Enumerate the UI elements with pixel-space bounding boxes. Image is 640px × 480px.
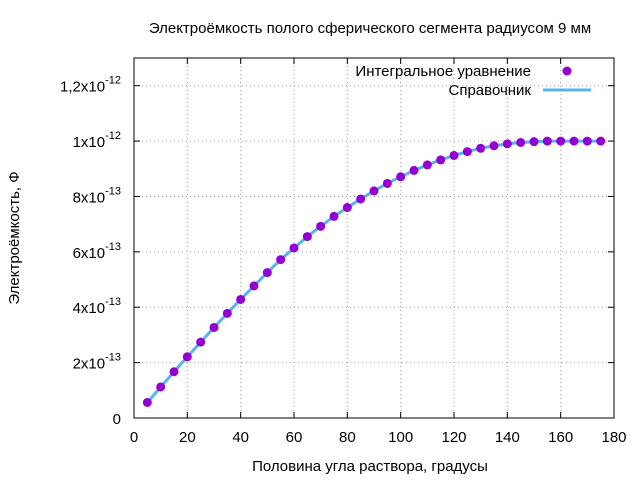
data-point [436, 155, 446, 165]
data-point [476, 143, 486, 153]
data-point [276, 255, 286, 265]
data-point [369, 186, 379, 196]
y-tick-exponent: -12 [105, 130, 121, 142]
data-point [342, 203, 352, 213]
y-axis-label: Электроёмкость, Ф [6, 171, 23, 304]
y-tick-label: 4x10-13 [73, 296, 121, 317]
data-point [449, 150, 459, 160]
data-point [502, 139, 512, 149]
data-point [196, 337, 206, 347]
data-point [262, 268, 272, 278]
x-tick-label: 20 [179, 429, 196, 446]
y-tick-mantissa: 8x10 [73, 189, 106, 206]
data-point [556, 136, 566, 146]
data-point [569, 136, 579, 146]
data-point [316, 221, 326, 231]
legend-label-integral: Интегральное уравнение [355, 63, 531, 80]
data-point [489, 141, 499, 151]
data-point [516, 137, 526, 147]
y-tick-mantissa: 2x10 [73, 356, 106, 373]
y-tick-label: 0 [113, 411, 121, 428]
data-point [156, 382, 166, 392]
y-tick-label: 1x10-12 [73, 130, 121, 151]
data-point [302, 232, 312, 242]
data-point [529, 137, 539, 147]
data-point [582, 136, 592, 146]
data-point [382, 178, 392, 188]
y-tick-exponent: -12 [105, 75, 121, 87]
data-point [142, 397, 152, 407]
data-point [396, 172, 406, 182]
x-tick-label: 40 [232, 429, 249, 446]
data-point [329, 211, 339, 221]
grid [134, 58, 614, 418]
data-point [182, 352, 192, 362]
chart-title: Электроёмкость полого сферического сегме… [149, 20, 591, 37]
y-tick-mantissa: 0 [113, 411, 121, 428]
legend-marker-integral [562, 66, 572, 76]
y-tick-exponent: -13 [105, 185, 121, 197]
data-point [222, 308, 232, 318]
data-point [169, 367, 179, 377]
x-axis-label: Половина угла раствора, градусы [252, 458, 488, 475]
y-axis: 02x10-134x10-136x10-138x10-131x10-121,2x… [60, 75, 614, 428]
data-point [249, 281, 259, 291]
y-tick-mantissa: 4x10 [73, 300, 106, 317]
y-tick-label: 6x10-13 [73, 241, 121, 262]
data-point [422, 160, 432, 170]
y-tick-mantissa: 6x10 [73, 245, 106, 262]
data-point [462, 147, 472, 157]
y-tick-exponent: -13 [105, 296, 121, 308]
data-point [596, 136, 606, 146]
y-tick-exponent: -13 [105, 241, 121, 253]
y-tick-exponent: -13 [105, 352, 121, 364]
data-point [289, 243, 299, 253]
x-tick-label: 120 [441, 429, 466, 446]
x-tick-label: 160 [548, 429, 573, 446]
data-point [209, 322, 219, 332]
x-tick-label: 180 [601, 429, 626, 446]
data-point [409, 165, 419, 175]
x-tick-label: 60 [286, 429, 303, 446]
y-tick-label: 8x10-13 [73, 185, 121, 206]
x-tick-label: 80 [339, 429, 356, 446]
y-tick-label: 2x10-13 [73, 352, 121, 373]
reference-curve [146, 139, 601, 404]
y-tick-label: 1,2x10-12 [60, 75, 121, 96]
series-line-group [146, 139, 601, 404]
x-axis: 0 20 40 60 80 100 120 140 160 180 [130, 58, 627, 446]
legend: Интегральное уравнение Справочник [355, 63, 591, 99]
y-tick-mantissa: 1x10 [73, 134, 106, 151]
legend-label-reference: Справочник [449, 82, 532, 99]
data-point [356, 194, 366, 204]
x-tick-label: 140 [495, 429, 520, 446]
y-tick-mantissa: 1,2x10 [60, 79, 105, 96]
series-points-group [142, 136, 606, 407]
plot-frame [133, 57, 615, 419]
data-point [236, 294, 246, 304]
x-tick-label: 100 [388, 429, 413, 446]
x-tick-label: 0 [130, 429, 138, 446]
data-point [542, 136, 552, 146]
